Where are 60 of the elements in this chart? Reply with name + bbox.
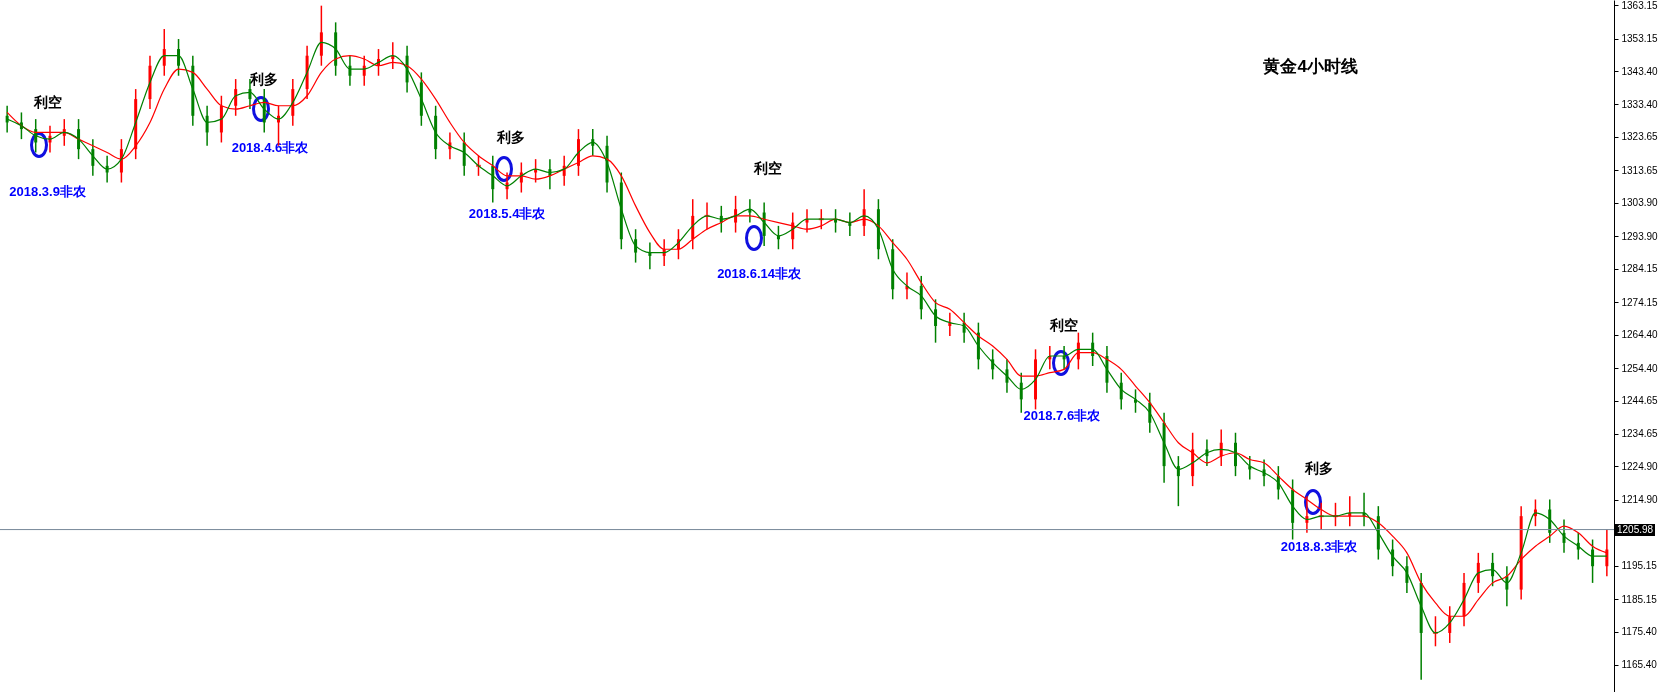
y-tick-label: 1293.90	[1621, 230, 1659, 242]
ref-line-label: 1205.98	[1615, 523, 1656, 536]
annotation: 2018.3.9非农	[9, 182, 86, 201]
candlestick	[91, 138, 95, 177]
annotation: 利空	[753, 160, 782, 179]
candlestick	[948, 311, 952, 337]
y-tick-label: 1214.90	[1621, 494, 1659, 506]
annotation: 利空	[33, 93, 62, 112]
annotation: 2018.5.4非农	[468, 204, 546, 223]
candlestick	[491, 155, 495, 204]
candlestick	[834, 208, 838, 234]
y-tick-label: 1333.40	[1621, 98, 1659, 110]
y-tick-label: 1274.15	[1621, 296, 1659, 308]
candlestick	[748, 198, 752, 224]
annotation: 利多	[1305, 459, 1334, 478]
annotation: 利多	[497, 128, 526, 147]
candlestick	[591, 128, 595, 157]
annotation: 2018.4.6非农	[231, 139, 309, 158]
y-tick-label: 1175.40	[1621, 626, 1658, 638]
candlestick	[1134, 388, 1138, 414]
y-tick-label: 1303.90	[1621, 197, 1659, 209]
candlestick	[934, 298, 938, 344]
y-tick-label: 1313.65	[1621, 164, 1659, 176]
y-tick-label: 1195.15	[1621, 560, 1658, 572]
candlestick	[648, 241, 652, 271]
candlestick	[1491, 552, 1495, 587]
y-tick-label: 1343.40	[1621, 65, 1659, 77]
candlestick	[234, 78, 238, 117]
candlestick	[634, 228, 638, 264]
y-tick-label: 1284.15	[1621, 263, 1659, 275]
candlestick	[62, 118, 66, 147]
y-tick-label: 1234.65	[1621, 428, 1659, 440]
candlestick	[162, 28, 166, 77]
annotation: 利多	[249, 71, 278, 90]
y-tick-label: 1353.15	[1621, 33, 1659, 45]
candlestick	[1548, 498, 1552, 544]
annotation: 2018.8.3非农	[1280, 538, 1358, 557]
candlestick	[319, 4, 323, 67]
text: 黄金4小时线	[1263, 55, 1358, 78]
candlestick	[1005, 358, 1009, 394]
y-tick-label: 1264.40	[1621, 329, 1659, 341]
candlestick	[848, 211, 852, 237]
y-tick-label: 1224.90	[1621, 460, 1659, 472]
candlestick	[248, 78, 252, 110]
y-tick-label: 1254.40	[1621, 362, 1659, 374]
y-tick-label: 1165.40	[1621, 659, 1658, 671]
annotation: 2018.7.6非农	[1023, 406, 1101, 425]
candlestick	[805, 208, 809, 234]
annotation: 2018.6.14非农	[717, 265, 801, 284]
y-tick-label: 1323.65	[1621, 131, 1659, 143]
candlestick	[1234, 432, 1237, 477]
candlestick	[734, 195, 738, 234]
candlestick	[1476, 552, 1480, 594]
candlestick	[77, 118, 81, 160]
annotation: 利空	[1049, 316, 1078, 335]
y-tick-label: 1244.65	[1621, 395, 1659, 407]
candlestick	[205, 105, 209, 147]
y-tick-label: 1185.15	[1621, 593, 1658, 605]
candlestick	[919, 275, 923, 321]
y-tick-label: 1363.15	[1621, 0, 1659, 11]
